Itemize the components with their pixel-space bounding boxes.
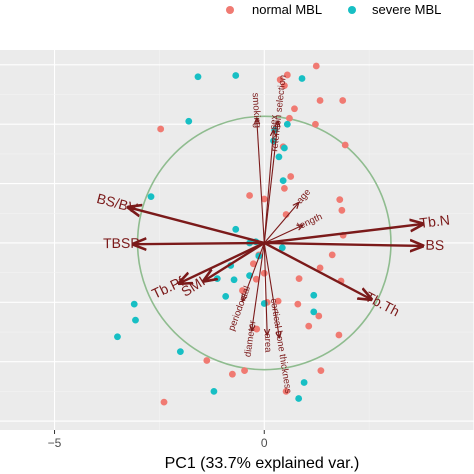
point-normal-mbl	[315, 312, 323, 320]
point-severe-mbl	[281, 144, 288, 152]
point-severe-mbl	[298, 75, 306, 82]
point-severe-mbl	[210, 388, 218, 395]
point-severe-mbl	[185, 117, 193, 125]
loading-label-bs: BS	[425, 237, 444, 253]
legend-label-normal-mbl: normal MBL	[252, 2, 322, 17]
loading-arrows	[128, 118, 422, 338]
point-severe-mbl	[275, 153, 283, 161]
loading-arrow-tb-n	[264, 224, 423, 245]
point-normal-mbl	[312, 120, 319, 128]
point-severe-mbl	[310, 308, 318, 316]
loading-arrow-bs-bv	[128, 207, 265, 245]
loading-label-smoking: smoking	[250, 92, 263, 128]
point-normal-mbl	[312, 62, 320, 70]
point-severe-mbl	[300, 379, 308, 386]
point-normal-mbl	[249, 260, 257, 268]
x-tick-label: −5	[48, 436, 62, 450]
point-normal-mbl	[305, 322, 313, 330]
point-normal-mbl	[338, 206, 346, 214]
point-normal-mbl	[228, 370, 236, 378]
x-axis-title: PC1 (33.7% explained var.)	[165, 455, 360, 472]
point-severe-mbl	[213, 275, 221, 282]
loading-arrow-retention-selection	[263, 121, 278, 244]
legend: normal MBL severe MBL	[226, 2, 441, 17]
loading-arrow-area	[263, 242, 267, 335]
point-normal-mbl	[203, 357, 211, 364]
point-severe-mbl	[132, 316, 139, 324]
point-severe-mbl	[130, 300, 138, 308]
plot-panel	[0, 50, 474, 430]
loading-arrow-length	[264, 225, 303, 244]
loading-label-tb-n: Tb.N	[419, 212, 451, 231]
point-severe-mbl	[222, 293, 230, 300]
point-normal-mbl	[260, 195, 268, 203]
point-normal-mbl	[282, 388, 290, 395]
loading-arrow-diameter	[252, 242, 265, 331]
point-normal-mbl	[283, 71, 291, 79]
point-severe-mbl	[279, 177, 287, 185]
loading-arrow-cortical-bone-thickness	[263, 242, 279, 338]
point-severe-mbl	[283, 120, 291, 128]
point-normal-mbl	[260, 269, 268, 277]
point-normal-mbl	[276, 76, 284, 84]
point-normal-mbl	[157, 125, 165, 133]
point-normal-mbl	[317, 367, 325, 375]
point-severe-mbl	[295, 395, 303, 402]
point-severe-mbl	[176, 348, 184, 356]
loading-arrow-age	[263, 203, 298, 244]
point-normal-mbl	[291, 105, 298, 113]
point-normal-mbl	[339, 97, 347, 104]
point-normal-mbl	[286, 114, 293, 122]
loading-label-tbsp: TBSP	[103, 235, 140, 251]
loading-arrow-bs	[264, 243, 423, 246]
loading-arrow-smi	[204, 241, 265, 281]
point-severe-mbl	[232, 225, 240, 233]
loading-arrow-tbsp	[133, 243, 265, 244]
point-normal-mbl	[281, 184, 288, 192]
loading-arrow-smoking	[257, 118, 265, 244]
point-normal-mbl	[341, 141, 349, 149]
point-severe-mbl	[194, 73, 202, 81]
legend-key-normal-mbl	[226, 6, 234, 14]
legend-key-severe-mbl	[348, 6, 356, 14]
point-normal-mbl	[281, 82, 288, 90]
point-severe-mbl	[230, 276, 238, 284]
point-severe-mbl	[114, 333, 121, 341]
point-normal-mbl	[246, 192, 253, 199]
point-normal-mbl	[295, 275, 303, 282]
loading-label-sex: sex	[268, 114, 280, 130]
point-normal-mbl	[328, 251, 336, 259]
point-severe-mbl	[147, 193, 155, 201]
point-normal-mbl	[316, 264, 324, 272]
point-normal-mbl	[316, 97, 324, 104]
point-severe-mbl	[310, 291, 318, 299]
loading-label-diameter: diameter	[242, 320, 258, 358]
point-severe-mbl	[232, 72, 240, 79]
point-normal-mbl	[239, 287, 246, 294]
x-tick-label: 0	[261, 436, 268, 450]
loading-label-area: area	[262, 333, 274, 353]
point-normal-mbl	[287, 173, 295, 180]
point-severe-mbl	[278, 244, 286, 252]
loading-arrow-tb-th	[263, 241, 371, 299]
point-normal-mbl	[335, 331, 343, 339]
loading-arrow-periodontal	[242, 242, 265, 301]
x-axis-ticks: −5 0	[48, 430, 268, 450]
point-normal-mbl	[274, 297, 282, 305]
point-normal-mbl	[294, 300, 302, 308]
score-points	[114, 62, 349, 406]
grid-lines	[0, 50, 474, 430]
point-normal-mbl	[252, 275, 260, 283]
loading-arrow-tb-pf	[179, 241, 265, 283]
point-normal-mbl	[336, 196, 344, 204]
loading-arrow-sex	[263, 130, 273, 244]
legend-label-severe-mbl: severe MBL	[372, 2, 441, 17]
point-normal-mbl	[160, 398, 168, 406]
point-normal-mbl	[241, 367, 248, 375]
